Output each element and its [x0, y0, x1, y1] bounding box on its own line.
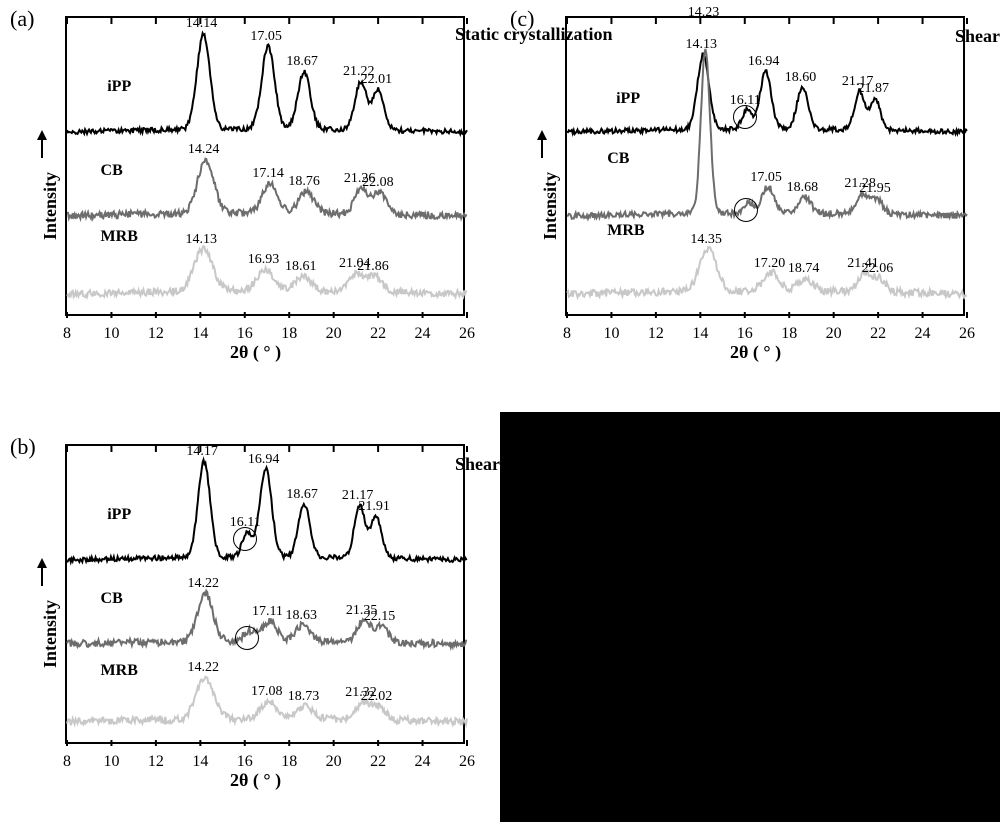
- svg-text:8: 8: [63, 325, 71, 342]
- panel-b-xlabel: 2θ ( ° ): [230, 770, 281, 791]
- peak-label: 22.15: [364, 609, 396, 625]
- peak-label: 21.87: [857, 81, 889, 97]
- peak-label: 18.63: [285, 608, 317, 624]
- svg-text:16: 16: [737, 325, 753, 342]
- peak-label: 14.14: [186, 16, 218, 32]
- series-label-mrb: MRB: [101, 662, 138, 680]
- peak-label: 22.01: [361, 72, 393, 88]
- svg-text:18: 18: [281, 325, 297, 342]
- svg-text:20: 20: [326, 753, 342, 770]
- peak-label: 14.22: [187, 660, 219, 676]
- peak-label: 16.93: [248, 252, 280, 268]
- series-label-mrb: MRB: [607, 222, 644, 240]
- peak-label: 14.13: [185, 232, 217, 248]
- svg-text:22: 22: [370, 753, 386, 770]
- panel-a-yarrow-icon: [32, 130, 52, 160]
- svg-text:8: 8: [63, 753, 71, 770]
- panel-a-ylabel: Intensity: [40, 172, 61, 240]
- svg-text:10: 10: [603, 325, 619, 342]
- series-label-mrb: MRB: [101, 228, 138, 246]
- peak-label: 21.86: [357, 259, 389, 275]
- peak-label: 17.05: [250, 29, 282, 45]
- svg-text:24: 24: [415, 753, 431, 770]
- svg-text:10: 10: [103, 325, 119, 342]
- peak-label: 18.61: [285, 259, 317, 275]
- svg-text:18: 18: [781, 325, 797, 342]
- series-label-ipp: iPP: [107, 506, 131, 524]
- peak-label: 17.14: [252, 166, 284, 182]
- svg-text:22: 22: [870, 325, 886, 342]
- svg-text:22: 22: [370, 325, 386, 342]
- series-label-cb: CB: [101, 162, 123, 180]
- peak-label: 17.11: [252, 604, 283, 620]
- peak-label: 18.74: [788, 261, 820, 277]
- series-label-cb: CB: [101, 590, 123, 608]
- svg-text:14: 14: [192, 753, 208, 770]
- svg-text:26: 26: [459, 753, 475, 770]
- xrd-figure: 8 10 12 14 16 18 20 22 24 26 (a) Intensity 2θ ( °…: [0, 0, 1000, 822]
- peak-label: 16.94: [248, 452, 280, 468]
- panel-c-ylabel: Intensity: [540, 172, 561, 240]
- peak-label: 14.22: [187, 576, 219, 592]
- empty-black-panel: [500, 412, 1000, 822]
- peak-label: 18.67: [286, 487, 318, 503]
- svg-text:26: 26: [459, 325, 475, 342]
- series-label-cb: CB: [607, 150, 629, 168]
- panel-c-xlabel: 2θ ( ° ): [730, 342, 781, 363]
- peak-label: 14.23: [688, 5, 720, 21]
- panel-a-tag: (a): [10, 6, 34, 32]
- peak-label: 17.08: [251, 684, 283, 700]
- panel-b-tag: (b): [10, 434, 36, 460]
- svg-text:14: 14: [692, 325, 708, 342]
- peak-label: 18.76: [288, 174, 320, 190]
- svg-text:8: 8: [563, 325, 571, 342]
- peak-label: 14.24: [188, 142, 220, 158]
- svg-text:12: 12: [648, 325, 664, 342]
- peak-label: 14.35: [690, 232, 722, 248]
- series-label-ipp: iPP: [616, 90, 640, 108]
- panel-c-yarrow-icon: [532, 130, 552, 160]
- peak-label: 18.67: [286, 54, 318, 70]
- svg-text:12: 12: [148, 325, 164, 342]
- panel-b-yarrow-icon: [32, 558, 52, 588]
- panel-a-xlabel: 2θ ( ° ): [230, 342, 281, 363]
- peak-label: 22.02: [361, 689, 393, 705]
- peak-label: 21.95: [859, 181, 891, 197]
- peak-label: 18.60: [785, 70, 817, 86]
- peak-label: 16.94: [748, 54, 780, 70]
- svg-text:24: 24: [415, 325, 431, 342]
- peak-label: 14.17: [186, 444, 218, 460]
- peak-label: 18.68: [787, 180, 819, 196]
- svg-text:12: 12: [148, 753, 164, 770]
- svg-text:18: 18: [281, 753, 297, 770]
- svg-text:16: 16: [237, 325, 253, 342]
- peak-label: 18.73: [288, 689, 320, 705]
- svg-text:16: 16: [237, 753, 253, 770]
- circle-marker-icon: [733, 105, 757, 129]
- svg-text:20: 20: [326, 325, 342, 342]
- peak-label: 17.20: [754, 256, 786, 272]
- peak-label: 22.08: [362, 175, 394, 191]
- series-label-ipp: iPP: [107, 78, 131, 96]
- svg-text:10: 10: [103, 753, 119, 770]
- svg-text:20: 20: [826, 325, 842, 342]
- svg-text:14: 14: [192, 325, 208, 342]
- svg-text:24: 24: [915, 325, 931, 342]
- peak-label: 14.13: [685, 37, 717, 53]
- peak-label: 21.91: [358, 499, 390, 515]
- peak-label: 17.05: [750, 170, 782, 186]
- peak-label: 22.06: [862, 261, 894, 277]
- panel-b-ylabel: Intensity: [40, 600, 61, 668]
- svg-text:26: 26: [959, 325, 975, 342]
